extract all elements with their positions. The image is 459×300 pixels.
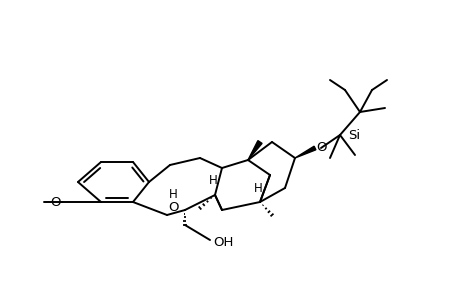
Text: O: O	[50, 196, 61, 208]
Text: Si: Si	[347, 128, 359, 142]
Text: H: H	[253, 182, 262, 194]
Text: H: H	[208, 173, 217, 187]
Text: O: O	[168, 201, 178, 214]
Polygon shape	[294, 146, 315, 158]
Text: H: H	[168, 188, 177, 200]
Text: OH: OH	[213, 236, 233, 248]
Polygon shape	[247, 141, 262, 160]
Text: O: O	[315, 140, 326, 154]
